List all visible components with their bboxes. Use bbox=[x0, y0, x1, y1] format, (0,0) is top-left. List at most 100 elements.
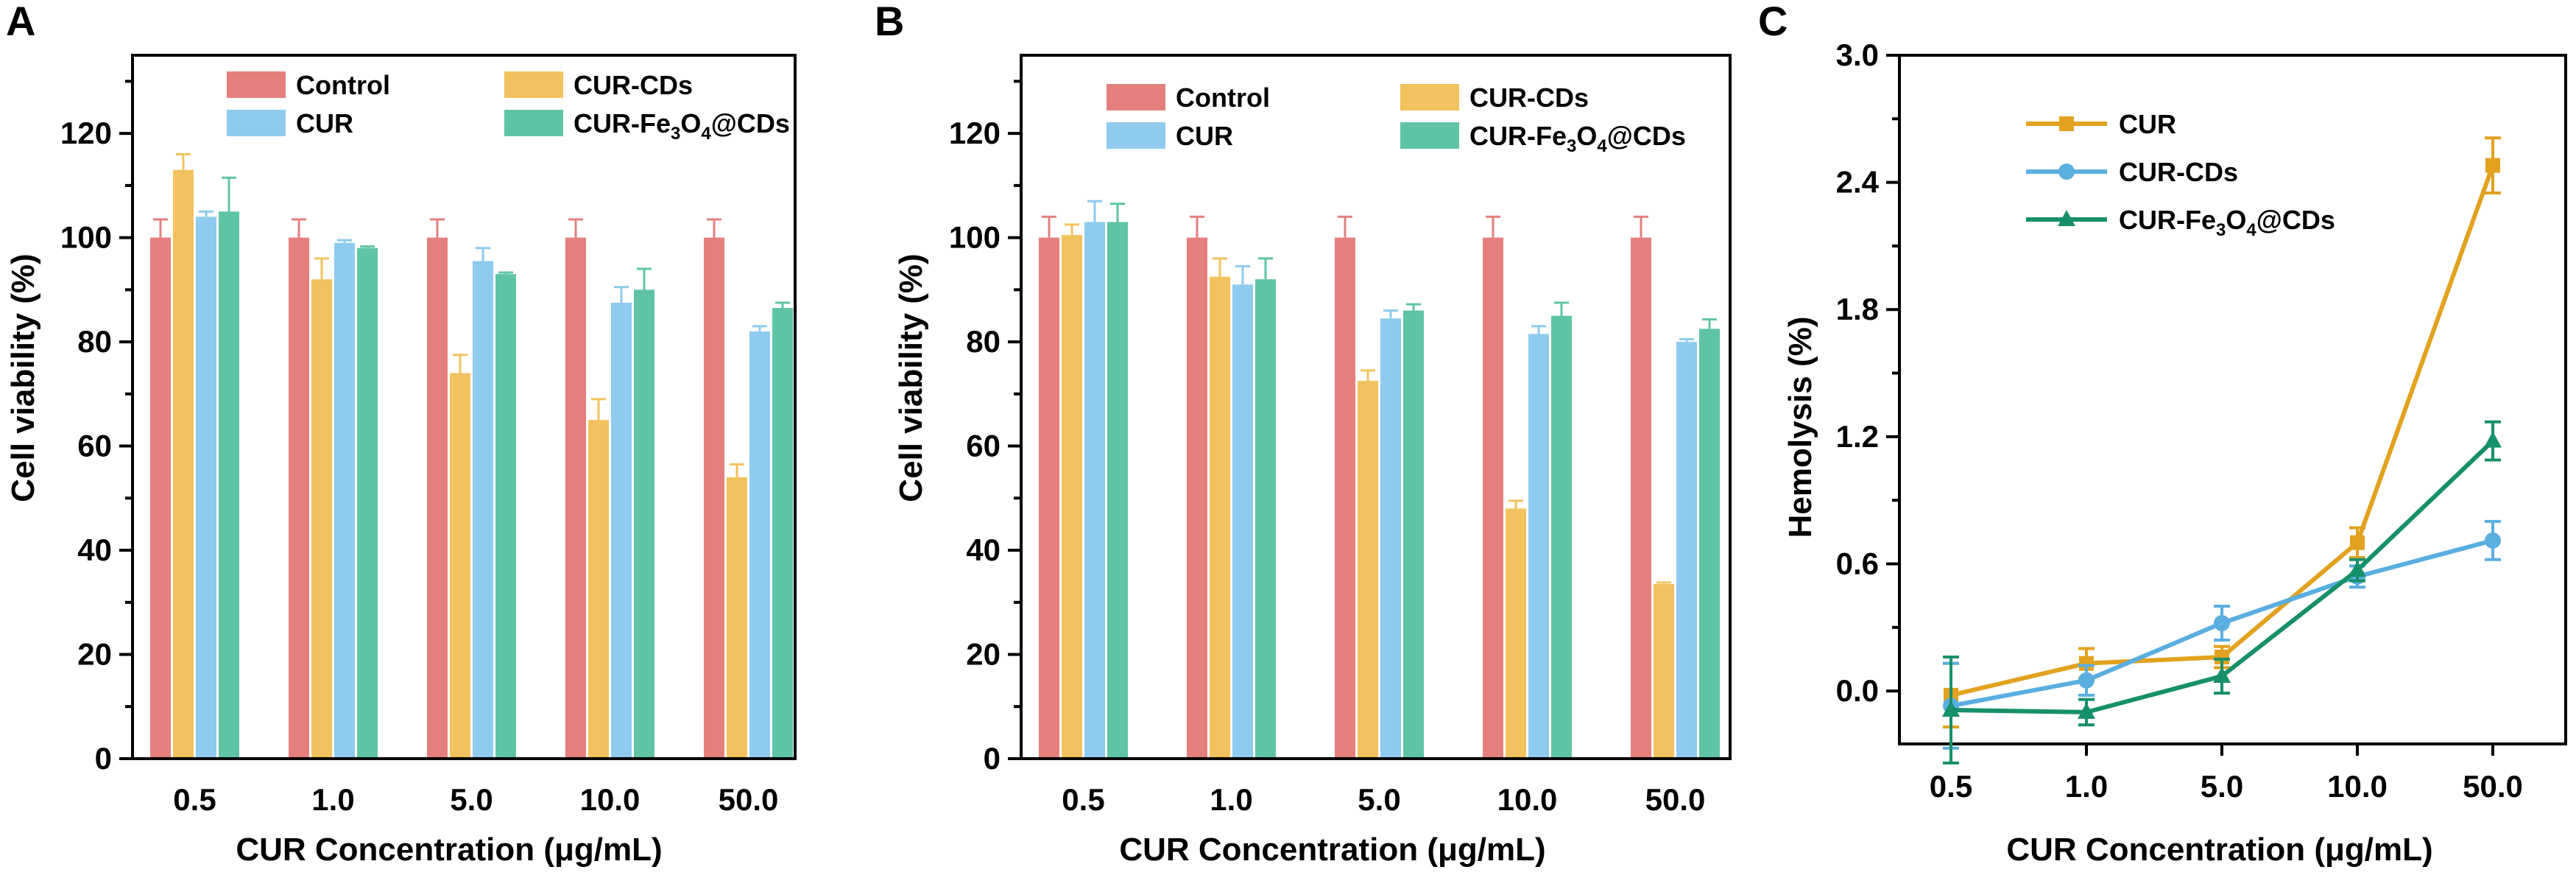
x-axis-label-a: CUR Concentration (μg/mL) bbox=[236, 832, 662, 868]
bar-b-0-2 bbox=[1335, 237, 1355, 759]
legend-label-a-2: CUR bbox=[296, 108, 353, 138]
data-point-c-0-1 bbox=[2079, 656, 2094, 671]
x-tick-label-b-1: 1.0 bbox=[1210, 782, 1252, 817]
bar-b-3-4 bbox=[1699, 329, 1720, 759]
bar-a-1-3 bbox=[588, 420, 609, 759]
bar-b-2-1 bbox=[1232, 284, 1253, 759]
legend-label-a-3-tail: @CDs bbox=[711, 108, 790, 138]
legend-label-a-3-sub: 3 bbox=[671, 124, 680, 144]
bar-b-2-3 bbox=[1528, 334, 1549, 759]
data-point-c-2-0 bbox=[1942, 700, 1960, 717]
y-tick-label-c-5: 3.0 bbox=[1836, 38, 1879, 72]
bar-a-3-2 bbox=[495, 274, 516, 759]
legend-label-b-1-text: CUR-CDs bbox=[1469, 82, 1589, 113]
data-point-c-1-4 bbox=[2485, 532, 2501, 549]
x-tick-label-c-4: 50.0 bbox=[2463, 769, 2523, 804]
legend-swatch-b-3 bbox=[1400, 122, 1459, 149]
bar-a-3-0 bbox=[219, 211, 239, 759]
y-tick-label-b-3: 60 bbox=[966, 429, 1001, 463]
y-tick-label-b-6: 120 bbox=[949, 116, 1001, 150]
legend-label-b-3-sub2: 4 bbox=[1597, 136, 1607, 156]
x-axis-label-c: CUR Concentration (μg/mL) bbox=[2006, 832, 2432, 868]
legend-label-c-2-text: CUR-Fe bbox=[2119, 205, 2216, 235]
legend-label-c-2-tail: @CDs bbox=[2256, 205, 2335, 235]
x-tick-label-a-4: 50.0 bbox=[719, 782, 779, 817]
plot-frame-a bbox=[131, 54, 797, 760]
bar-a-2-3 bbox=[611, 303, 632, 759]
bar-a-3-4 bbox=[772, 308, 793, 759]
bar-b-3-3 bbox=[1551, 315, 1572, 759]
data-point-c-2-2 bbox=[2213, 666, 2231, 683]
y-tick-label-b-4: 80 bbox=[966, 324, 1001, 359]
legend-label-c-2-mid: O bbox=[2226, 205, 2246, 235]
bar-a-0-4 bbox=[704, 237, 724, 759]
y-tick-label-a-5: 100 bbox=[60, 220, 112, 255]
legend-label-b-3-mid: O bbox=[1576, 121, 1597, 151]
bar-a-1-0 bbox=[173, 169, 194, 759]
bar-b-3-2 bbox=[1403, 310, 1424, 759]
bar-b-3-1 bbox=[1255, 279, 1276, 759]
legend-label-a-1: CUR-CDs bbox=[574, 70, 693, 100]
x-tick-label-b-3: 10.0 bbox=[1497, 782, 1558, 817]
y-tick-label-b-0: 0 bbox=[984, 741, 1001, 776]
y-tick-label-b-2: 40 bbox=[966, 533, 1001, 567]
x-tick-label-a-3: 10.0 bbox=[580, 782, 641, 817]
bar-b-2-0 bbox=[1084, 222, 1105, 759]
legend-label-c-2-sub: 3 bbox=[2216, 220, 2226, 240]
data-point-c-0-3 bbox=[2350, 535, 2365, 550]
bar-a-2-4 bbox=[749, 331, 770, 759]
bar-a-3-1 bbox=[357, 247, 378, 759]
bar-b-1-0 bbox=[1062, 235, 1082, 759]
x-tick-label-a-2: 5.0 bbox=[450, 782, 493, 817]
panel-label-b: B bbox=[875, 0, 904, 44]
legend-swatch-b-0 bbox=[1107, 84, 1165, 110]
data-point-c-1-2 bbox=[2214, 615, 2230, 632]
y-tick-label-a-2: 40 bbox=[77, 533, 112, 567]
bar-b-1-1 bbox=[1210, 276, 1230, 759]
legend-label-b-1: CUR-CDs bbox=[1469, 82, 1589, 113]
bar-a-2-0 bbox=[196, 217, 216, 759]
y-tick-label-a-3: 60 bbox=[77, 429, 112, 463]
legend-label-c-2: CUR-Fe3O4@CDs bbox=[2119, 205, 2335, 240]
bar-b-1-4 bbox=[1654, 584, 1674, 759]
y-tick-label-a-1: 20 bbox=[77, 637, 112, 672]
legend-label-c-0: CUR bbox=[2119, 109, 2176, 139]
y-tick-label-a-0: 0 bbox=[95, 741, 112, 776]
legend-label-b-0-text: Control bbox=[1176, 82, 1270, 113]
legend-marker-c-1 bbox=[2058, 164, 2075, 180]
x-tick-label-c-0: 0.5 bbox=[1930, 769, 1972, 804]
legend-label-a-3-text: CUR-Fe bbox=[574, 108, 671, 138]
bar-b-0-1 bbox=[1187, 237, 1207, 759]
y-axis-label-a: Cell viability (%) bbox=[5, 253, 41, 502]
legend-label-c-1-text: CUR-CDs bbox=[2119, 157, 2238, 187]
legend-marker-c-0 bbox=[2059, 116, 2074, 131]
data-point-c-0-2 bbox=[2215, 650, 2229, 665]
bar-a-3-3 bbox=[634, 289, 654, 759]
x-tick-label-a-0: 0.5 bbox=[173, 782, 216, 817]
y-axis-label-b: Cell viability (%) bbox=[893, 253, 929, 502]
legend-marker-c-2 bbox=[2058, 210, 2075, 226]
legend-swatch-a-2 bbox=[227, 110, 286, 136]
bar-a-0-2 bbox=[427, 237, 448, 759]
y-axis-label-c: Hemolysis (%) bbox=[1782, 317, 1818, 538]
legend-label-b-0: Control bbox=[1176, 82, 1270, 113]
bar-b-0-4 bbox=[1631, 237, 1651, 759]
legend-label-a-0-text: Control bbox=[296, 70, 390, 100]
legend-label-b-2-text: CUR bbox=[1176, 121, 1233, 151]
bar-a-0-1 bbox=[289, 237, 309, 759]
legend-label-b-3-text: CUR-Fe bbox=[1469, 121, 1567, 151]
x-axis-label-b: CUR Concentration (μg/mL) bbox=[1119, 832, 1545, 868]
legend-swatch-a-0 bbox=[227, 71, 286, 98]
y-tick-label-c-2: 1.2 bbox=[1836, 419, 1879, 454]
legend-label-c-1: CUR-CDs bbox=[2119, 157, 2238, 187]
y-tick-label-b-1: 20 bbox=[966, 637, 1001, 672]
bar-a-0-0 bbox=[150, 237, 171, 759]
legend-label-a-3-mid: O bbox=[680, 108, 701, 138]
legend-label-a-0: Control bbox=[296, 70, 390, 100]
bar-a-2-1 bbox=[334, 242, 355, 759]
legend-swatch-a-3 bbox=[504, 110, 563, 136]
data-point-c-2-1 bbox=[2078, 702, 2095, 719]
x-tick-label-b-0: 0.5 bbox=[1062, 782, 1104, 817]
plot-frame-c bbox=[1898, 54, 2567, 745]
